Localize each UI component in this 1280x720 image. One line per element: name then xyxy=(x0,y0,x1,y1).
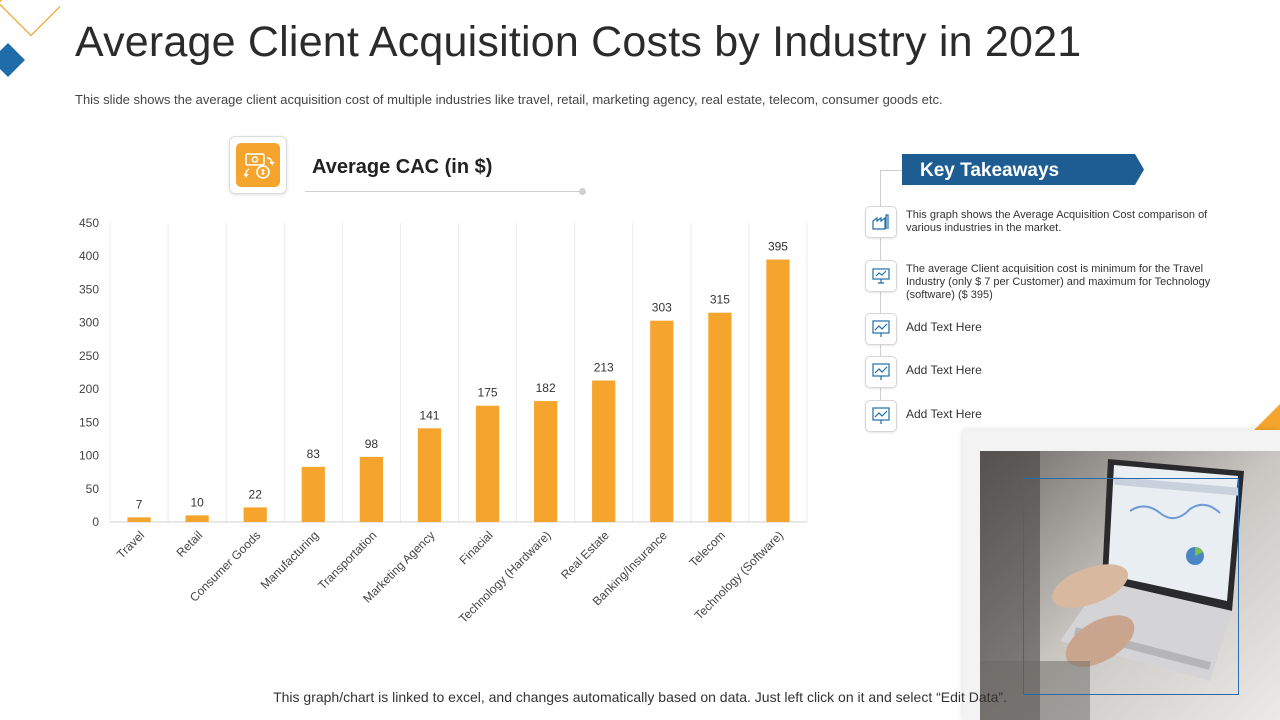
page-subtitle: This slide shows the average client acqu… xyxy=(75,92,943,107)
data-label: 83 xyxy=(307,447,321,461)
y-tick-label: 400 xyxy=(79,249,99,263)
bar xyxy=(301,466,325,522)
data-label: 98 xyxy=(365,437,379,451)
y-tick-label: 250 xyxy=(79,349,99,363)
corner-diamond-decoration xyxy=(0,0,60,77)
x-tick-label: Finacial xyxy=(457,528,496,567)
takeaway-text-2: The average Client acquisition cost is m… xyxy=(906,263,1211,301)
data-label: 22 xyxy=(249,487,263,501)
y-tick-label: 350 xyxy=(79,282,99,296)
cac-bar-chart: 0 50 100 150 200 250 300 350 400 450 7 Travel 10 Reta… xyxy=(79,216,808,626)
chart-board-icon xyxy=(865,400,897,432)
data-label: 182 xyxy=(536,381,556,395)
takeaways-connector-line xyxy=(880,170,881,420)
data-label: 10 xyxy=(190,495,204,509)
chart-board-icon xyxy=(865,356,897,388)
bar xyxy=(650,320,674,522)
page-title: Average Client Acquisition Costs by Indu… xyxy=(75,18,1082,66)
y-tick-label: 0 xyxy=(92,515,99,529)
x-tick-label: Retail xyxy=(174,528,206,560)
takeaway-text-5: Add Text Here xyxy=(906,407,982,421)
data-label: 141 xyxy=(419,408,439,422)
data-label: 213 xyxy=(594,360,614,374)
bar xyxy=(359,456,383,522)
laptop-photo xyxy=(980,451,1280,720)
bar xyxy=(534,401,558,522)
bar xyxy=(708,312,732,522)
y-tick-label: 100 xyxy=(79,449,99,463)
y-tick-label: 50 xyxy=(86,482,100,496)
x-tick-label: Telecom xyxy=(686,528,727,569)
key-takeaways-title: Key Takeaways xyxy=(920,160,1060,181)
takeaway-text-1: This graph shows the Average Acquisition… xyxy=(906,209,1208,234)
takeaway-text-4: Add Text Here xyxy=(906,363,982,377)
data-label: 303 xyxy=(652,301,672,315)
x-tick-label: Transportation xyxy=(315,528,379,592)
bar xyxy=(475,405,500,522)
y-tick-label: 200 xyxy=(79,382,99,396)
x-tick-label: Real Estate xyxy=(558,528,612,582)
factory-icon xyxy=(865,206,897,238)
money-exchange-icon xyxy=(236,143,280,187)
photo-outline xyxy=(1023,478,1239,695)
bar xyxy=(243,507,267,522)
takeaway-text-3: Add Text Here xyxy=(906,320,982,334)
y-tick-label: 450 xyxy=(79,216,99,230)
y-tick-label: 150 xyxy=(79,415,99,429)
x-tick-label: Travel xyxy=(114,528,147,561)
bar xyxy=(592,380,616,522)
chart-board-icon xyxy=(865,313,897,345)
bar xyxy=(417,428,442,522)
data-label: 395 xyxy=(768,240,788,254)
cac-divider-dot xyxy=(579,188,586,195)
bar xyxy=(185,515,209,522)
x-tick-label: Manufacturing xyxy=(258,528,322,592)
cac-heading: Average CAC (in $) xyxy=(312,156,493,178)
data-label: 7 xyxy=(136,497,143,511)
cac-icon-box xyxy=(229,136,287,194)
key-takeaways-banner xyxy=(902,154,1144,185)
data-label: 175 xyxy=(478,386,498,400)
y-tick-label: 300 xyxy=(79,316,99,330)
data-label: 315 xyxy=(710,293,730,307)
footnote: This graph/chart is linked to excel, and… xyxy=(273,689,1007,705)
bar xyxy=(127,517,151,522)
takeaways-connector-branch xyxy=(880,170,902,171)
bar xyxy=(766,259,790,522)
presentation-icon xyxy=(865,260,897,292)
cac-divider xyxy=(305,191,583,192)
